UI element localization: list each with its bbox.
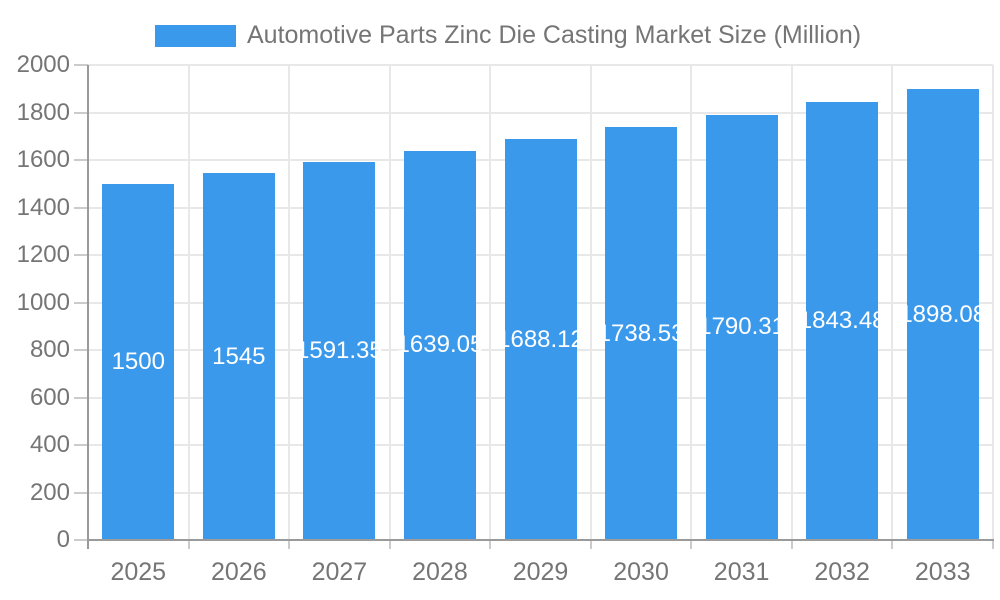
y-tick-label: 1800 bbox=[16, 98, 70, 126]
y-tick bbox=[74, 539, 88, 541]
v-gridline bbox=[187, 65, 190, 540]
y-tick-label: 200 bbox=[29, 478, 70, 506]
x-tick bbox=[187, 540, 190, 549]
x-tick bbox=[992, 540, 994, 549]
y-tick bbox=[74, 111, 88, 114]
y-tick-label: 2000 bbox=[16, 51, 70, 78]
bar-value-label: 1738.53 bbox=[597, 319, 685, 347]
bar-value-label: 1688.12 bbox=[497, 325, 584, 353]
bar-2027[interactable]: 1591.35 bbox=[296, 162, 383, 540]
bar-value-label: 1898.08 bbox=[899, 300, 987, 328]
x-tick-label-2029: 2029 bbox=[512, 558, 569, 586]
x-tick bbox=[288, 540, 291, 549]
bar-2029[interactable]: 1688.12 bbox=[497, 139, 584, 540]
v-gridline bbox=[288, 65, 291, 540]
bar-2033[interactable]: 1898.08 bbox=[899, 89, 986, 540]
bar-2028[interactable]: 1639.05 bbox=[397, 150, 483, 540]
y-tick-label: 1000 bbox=[16, 288, 70, 316]
x-tick bbox=[489, 540, 492, 549]
bar-2032[interactable]: 1843.48 bbox=[799, 102, 886, 540]
x-tick-label-2033: 2033 bbox=[914, 558, 971, 586]
bar-value-label: 1545 bbox=[212, 342, 266, 370]
y-axis-line bbox=[87, 65, 89, 549]
x-tick-label-2031: 2031 bbox=[713, 558, 770, 586]
bar-2025[interactable]: 1500 bbox=[102, 183, 175, 540]
plot-area: 1500 1545 1591.35 1639.05 1688.12 1738.53 1790… bbox=[88, 64, 994, 540]
x-tick bbox=[388, 540, 391, 549]
x-tick-label-2032: 2032 bbox=[814, 558, 870, 586]
h-gridline bbox=[88, 64, 993, 66]
x-tick-label-2025: 2025 bbox=[110, 558, 167, 586]
y-tick-label: 400 bbox=[29, 431, 70, 458]
y-tick bbox=[74, 396, 88, 399]
y-tick bbox=[74, 349, 88, 351]
y-tick-label: 1200 bbox=[16, 241, 70, 268]
y-tick-label: 0 bbox=[56, 526, 70, 553]
y-tick bbox=[74, 206, 88, 209]
h-gridline bbox=[88, 111, 993, 114]
y-tick-label: 800 bbox=[29, 336, 70, 363]
legend-swatch-icon bbox=[155, 24, 236, 47]
legend[interactable]: Automotive Parts Zinc Die Casting Market… bbox=[155, 21, 861, 50]
v-gridline bbox=[891, 65, 894, 540]
y-tick bbox=[74, 491, 88, 494]
x-tick bbox=[690, 540, 693, 549]
v-gridline bbox=[790, 65, 793, 540]
bar-value-label: 1500 bbox=[111, 347, 165, 375]
y-tick bbox=[74, 254, 88, 256]
x-axis-line bbox=[87, 539, 994, 541]
bar-2031[interactable]: 1790.31 bbox=[698, 114, 785, 540]
bar-2026[interactable]: 1545 bbox=[202, 173, 275, 540]
y-tick bbox=[74, 159, 88, 161]
bar-value-label: 1790.31 bbox=[698, 313, 785, 341]
bar-value-label: 1591.35 bbox=[295, 337, 383, 365]
y-tick-label: 1600 bbox=[16, 146, 70, 173]
bar-value-label: 1843.48 bbox=[798, 307, 886, 335]
x-tick bbox=[589, 540, 592, 549]
y-tick bbox=[74, 444, 88, 446]
x-tick-label-2026: 2026 bbox=[211, 558, 267, 586]
legend-label: Automotive Parts Zinc Die Casting Market… bbox=[247, 21, 862, 49]
v-gridline bbox=[992, 65, 994, 540]
y-tick bbox=[74, 301, 88, 304]
x-tick bbox=[891, 540, 894, 549]
v-gridline bbox=[690, 65, 693, 540]
x-tick-label-2027: 2027 bbox=[311, 558, 368, 586]
v-gridline bbox=[589, 65, 592, 540]
y-tick-label: 600 bbox=[29, 383, 70, 411]
v-gridline bbox=[388, 65, 391, 540]
v-gridline bbox=[489, 65, 492, 540]
y-tick bbox=[74, 64, 88, 66]
x-tick-label-2028: 2028 bbox=[412, 558, 468, 586]
bar-value-label: 1639.05 bbox=[396, 331, 484, 359]
bar-2030[interactable]: 1738.53 bbox=[598, 127, 684, 540]
x-tick bbox=[790, 540, 793, 549]
x-tick-label-2030: 2030 bbox=[613, 558, 669, 586]
y-tick-label: 1400 bbox=[16, 193, 70, 221]
